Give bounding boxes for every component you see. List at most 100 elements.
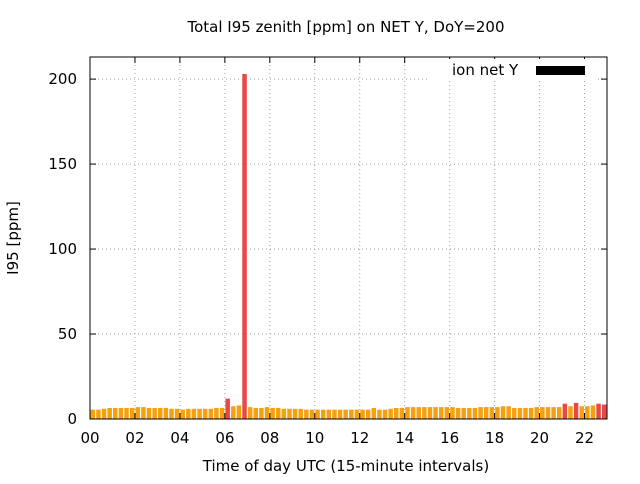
x-tick-label: 18 — [485, 429, 504, 447]
x-tick-label: 02 — [125, 429, 144, 447]
bar — [337, 409, 343, 419]
bar — [427, 407, 433, 419]
ticks — [89, 57, 607, 420]
bar — [287, 408, 292, 419]
legend-box — [428, 59, 598, 81]
bar — [135, 407, 141, 419]
bar — [107, 407, 112, 419]
bar — [545, 407, 551, 419]
bar — [382, 409, 388, 419]
bar — [225, 398, 230, 419]
bar — [568, 406, 573, 419]
bar — [399, 407, 405, 419]
bar — [360, 409, 365, 419]
bar — [394, 407, 399, 419]
bar — [146, 407, 152, 419]
x-tick-label: 22 — [575, 429, 594, 447]
x-tick-label: 20 — [530, 429, 549, 447]
bar — [247, 407, 253, 419]
y-tick-label: 50 — [58, 325, 77, 343]
x-tick-label: 10 — [305, 429, 324, 447]
x-tick-label: 06 — [215, 429, 234, 447]
bar — [478, 407, 483, 419]
bar — [208, 408, 214, 419]
bar — [152, 407, 157, 419]
bar — [601, 404, 607, 419]
bar — [326, 409, 332, 419]
bar — [512, 407, 517, 419]
bar — [298, 408, 303, 419]
y-tick-label: 0 — [67, 410, 77, 428]
bar — [467, 407, 472, 419]
bar — [388, 408, 393, 419]
bar — [573, 402, 579, 419]
plot-frame — [89, 56, 608, 420]
y-axis-label: I95 [ppm] — [4, 201, 22, 275]
bar — [405, 407, 410, 419]
bar — [523, 407, 528, 419]
x-tick-label: 08 — [260, 429, 279, 447]
grid — [90, 57, 607, 419]
x-axis-label: Time of day UTC (15-minute intervals) — [202, 457, 489, 475]
bar — [540, 407, 545, 419]
bar — [450, 407, 455, 419]
bar — [214, 407, 219, 419]
bar — [219, 407, 225, 419]
bar — [590, 405, 596, 419]
bar — [495, 407, 500, 419]
bar — [528, 407, 534, 419]
bar — [444, 407, 450, 419]
bar — [270, 407, 275, 419]
bar — [169, 408, 174, 419]
bar — [556, 407, 562, 419]
bar — [163, 407, 169, 419]
bar — [264, 407, 270, 419]
bar — [422, 407, 427, 419]
bar — [455, 407, 461, 419]
bar — [180, 409, 185, 419]
bar — [118, 407, 124, 419]
bar — [354, 409, 360, 419]
bar — [174, 408, 180, 419]
bar — [506, 406, 511, 419]
bars — [90, 73, 607, 420]
bar — [197, 408, 202, 419]
bar — [349, 409, 354, 419]
bar — [113, 407, 118, 419]
bar — [320, 409, 326, 419]
bar — [377, 409, 382, 419]
y-tick-labels: 0 50 100 150 200 — [48, 70, 77, 428]
y-tick-label: 150 — [48, 155, 77, 173]
bar — [461, 407, 466, 419]
bar — [483, 407, 489, 419]
x-tick-labels: 00 02 04 06 08 10 12 14 16 18 20 22 — [80, 429, 594, 447]
bar — [315, 409, 320, 419]
bar — [410, 407, 416, 419]
bar — [309, 409, 315, 419]
bar — [489, 407, 495, 419]
bar — [90, 409, 96, 419]
bar — [596, 403, 601, 419]
bar — [365, 409, 371, 419]
bar — [101, 408, 107, 419]
bar — [517, 407, 523, 419]
bar — [438, 407, 444, 419]
bar — [242, 73, 247, 420]
bar — [141, 407, 146, 419]
bar — [124, 407, 129, 419]
x-tick-label: 04 — [170, 429, 189, 447]
bar — [433, 407, 438, 419]
bar — [96, 409, 101, 419]
y-tick-label: 200 — [48, 70, 77, 88]
bar — [534, 407, 540, 419]
bar — [416, 407, 421, 419]
bar — [253, 407, 259, 419]
bar — [259, 407, 264, 419]
chart-title: Total I95 zenith [ppm] on NET Y, DoY=200 — [186, 18, 504, 36]
bar — [292, 408, 298, 419]
legend-swatch — [536, 66, 585, 75]
x-tick-label: 12 — [350, 429, 369, 447]
legend: ion net Y — [428, 59, 598, 81]
